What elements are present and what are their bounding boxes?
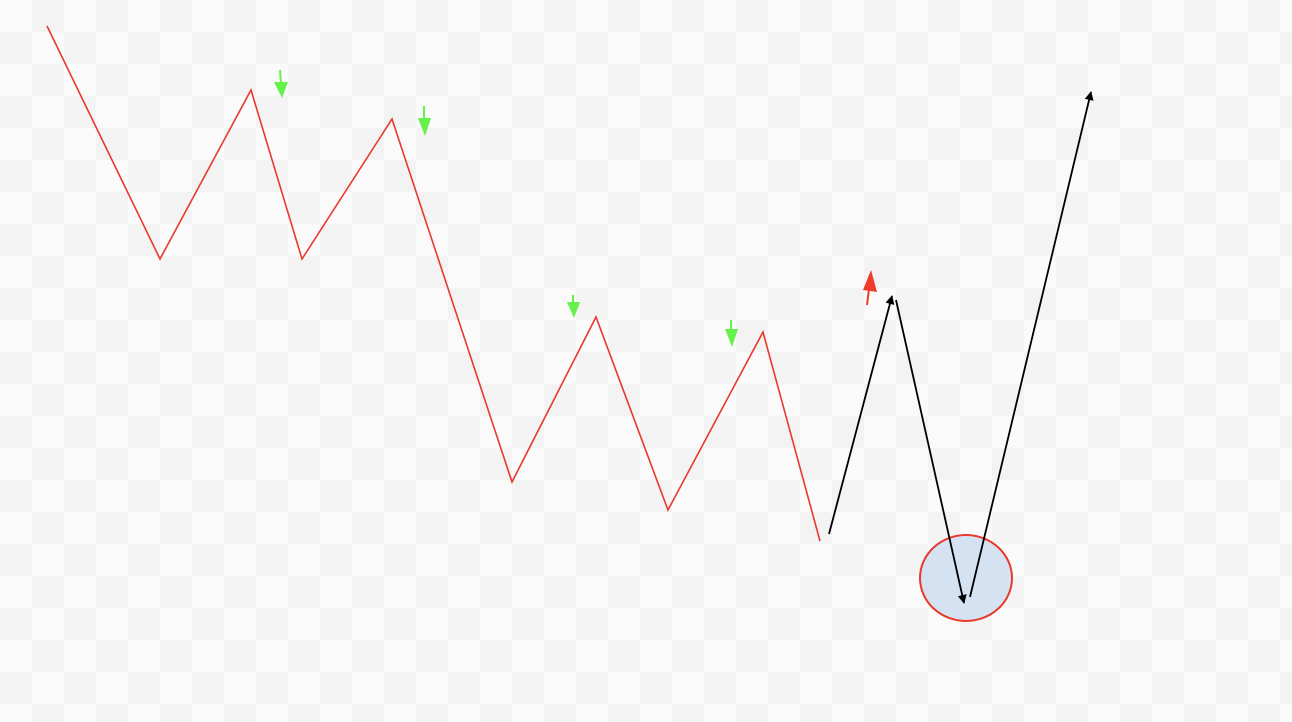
projection-arrow-up-1: [828, 295, 895, 535]
down-marker: [274, 69, 288, 98]
down-marker: [567, 295, 580, 318]
projection-arrow-down: [895, 299, 967, 604]
up-marker: [863, 270, 877, 306]
downtrend-zigzag-line: [46, 25, 821, 542]
down-marker: [725, 320, 738, 347]
down-marker: [418, 106, 431, 136]
low-highlight-circle: [919, 534, 1013, 622]
projection-arrow-up-2: [969, 91, 1094, 598]
